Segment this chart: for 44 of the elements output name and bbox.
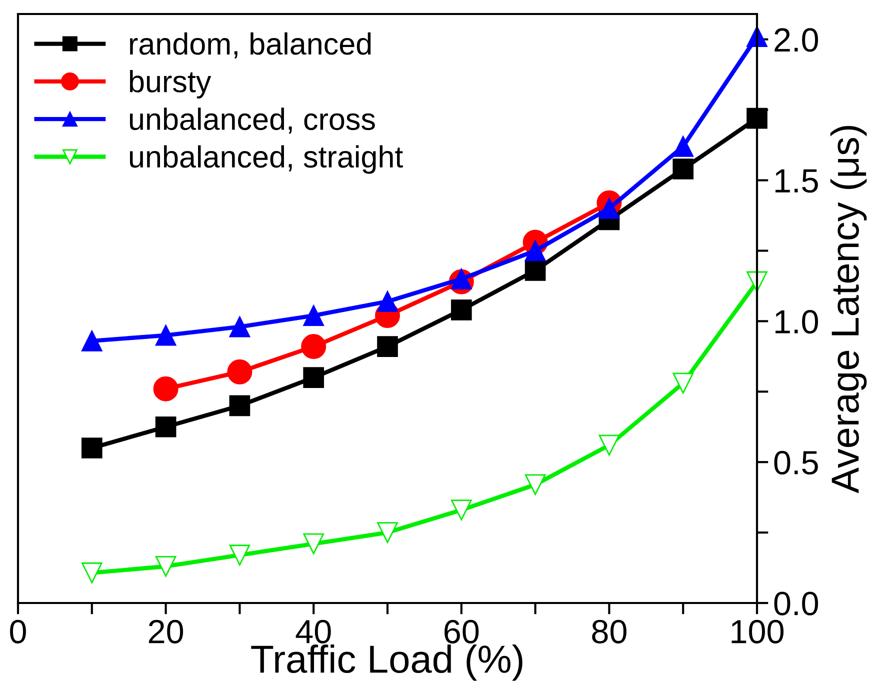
- x-tick-label: 0: [10, 620, 26, 644]
- legend-label: unbalanced, straight: [130, 145, 403, 174]
- point: [155, 324, 176, 346]
- point: [450, 299, 472, 320]
- x-tick-label: 100: [732, 620, 784, 644]
- point: [229, 544, 250, 566]
- text: 0.0: [774, 592, 818, 616]
- point: [301, 334, 326, 360]
- point: [746, 108, 768, 129]
- point: [81, 562, 102, 584]
- point: [155, 416, 176, 438]
- point: [81, 330, 102, 352]
- x-axis-title: Traffic Load (%): [251, 644, 522, 681]
- point: [229, 316, 250, 338]
- point: [377, 336, 398, 357]
- point: [672, 372, 694, 394]
- point: [598, 434, 620, 456]
- point: [377, 522, 398, 543]
- point: [672, 158, 694, 180]
- point: [153, 376, 178, 402]
- y-tick-label: 1.0: [776, 310, 818, 334]
- point: [229, 395, 250, 416]
- x-tick-label: 40: [296, 620, 331, 644]
- y-tick-label: 0.5: [774, 450, 818, 474]
- legend-label: unbalanced, cross: [130, 108, 375, 134]
- point: [303, 305, 324, 326]
- point: [524, 474, 546, 496]
- point: [377, 291, 398, 312]
- legend-label: random, balanced: [130, 32, 371, 58]
- point: [81, 438, 102, 458]
- point: [524, 260, 546, 281]
- legend-label: bursty: [130, 70, 212, 98]
- point: [227, 359, 252, 384]
- y-tick-label: 1.5: [776, 169, 818, 193]
- y-axis-title: Average Latency (μs): [830, 126, 867, 494]
- point: [303, 367, 324, 388]
- point: [672, 136, 694, 157]
- point: [155, 556, 176, 577]
- x-tick-label: 80: [592, 620, 626, 644]
- x-tick-label: 60: [444, 620, 479, 644]
- point: [303, 533, 324, 554]
- point: [450, 500, 472, 520]
- y-tick-label: 2.0: [774, 28, 818, 52]
- x-tick-label: 20: [148, 620, 184, 644]
